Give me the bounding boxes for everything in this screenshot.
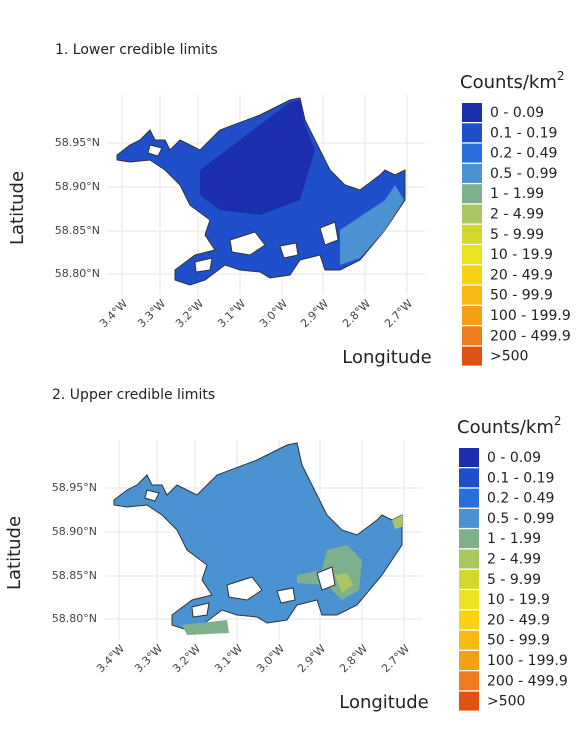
y-tick-label: 58.95°N <box>55 136 100 149</box>
legend-swatch <box>462 306 482 325</box>
legend-label: 0.1 - 0.19 <box>487 470 554 486</box>
legend-label: 100 - 199.9 <box>490 308 571 324</box>
legend-title-sup: 2 <box>554 414 562 428</box>
legend-label: 20 - 49.9 <box>490 267 553 283</box>
legend-label: 2 - 4.99 <box>490 207 544 223</box>
legend-label: 0.2 - 0.49 <box>487 491 554 507</box>
x-tick-label: 3.3°W <box>132 642 165 675</box>
x-tick-label: 3.1°W <box>212 642 245 675</box>
legend-swatch <box>459 651 479 670</box>
legend-label: >500 <box>487 694 525 710</box>
panel-title: 1. Lower credible limits <box>55 42 218 58</box>
legend-label: 200 - 499.9 <box>487 673 568 689</box>
y-tick-label: 58.90°N <box>52 525 97 538</box>
x-tick-label: 3.3°W <box>135 297 168 330</box>
legend-swatch <box>462 123 482 143</box>
legend-swatch <box>462 143 482 163</box>
y-tick-label: 58.85°N <box>52 569 97 582</box>
legend-title: Counts/km2 <box>457 414 562 439</box>
legend-swatch <box>459 448 479 467</box>
legend-title: Counts/km2 <box>460 69 565 94</box>
legend-title-sup: 2 <box>557 69 565 83</box>
y-axis-label: Latitude <box>7 171 28 245</box>
region <box>340 185 404 265</box>
legend-label: 100 - 199.9 <box>487 653 568 669</box>
legend-label: 5 - 9.99 <box>487 572 541 588</box>
legend-swatch <box>459 569 479 589</box>
y-tick-label: 58.90°N <box>55 180 100 193</box>
legend-swatch <box>459 488 479 508</box>
legend-label: 0.5 - 0.99 <box>490 166 557 182</box>
legend-swatch <box>462 163 482 183</box>
legend-swatch <box>462 285 482 305</box>
legend-swatch <box>459 610 479 630</box>
x-tick-label: 3.0°W <box>257 297 290 330</box>
x-tick-label: 3.4°W <box>94 642 127 675</box>
legend-swatch <box>459 508 479 528</box>
legend-label: 0 - 0.09 <box>490 105 544 121</box>
x-tick-label: 3.2°W <box>173 297 206 330</box>
legend-swatch <box>462 204 482 224</box>
legend-swatch <box>459 549 479 569</box>
region <box>392 515 402 529</box>
legend-swatch <box>462 265 482 285</box>
legend-label: 0 - 0.09 <box>487 450 541 466</box>
y-axis-label: Latitude <box>4 516 25 590</box>
legend-label: 2 - 4.99 <box>487 552 541 568</box>
y-tick-label: 58.85°N <box>55 224 100 237</box>
legend-label: 0.2 - 0.49 <box>490 146 557 162</box>
y-tick-label: 58.80°N <box>55 267 100 280</box>
legend-swatch <box>459 630 479 650</box>
region <box>200 100 315 215</box>
legend-swatch <box>459 529 479 549</box>
legend-label: 20 - 49.9 <box>487 612 550 628</box>
legend-swatch <box>462 103 482 122</box>
legend-label: >500 <box>490 349 528 365</box>
x-tick-label: 2.8°W <box>340 297 373 330</box>
panel: 2. Upper credible limits 58.95°N 58.90°N 58… <box>4 387 568 713</box>
legend-label: 10 - 19.9 <box>487 592 550 608</box>
x-axis-label: Longitude <box>342 347 432 368</box>
legend-swatch <box>459 671 479 691</box>
x-tick-label: 3.0°W <box>254 642 287 675</box>
region <box>335 573 353 593</box>
y-tick-label: 58.80°N <box>52 612 97 625</box>
panel-title: 2. Upper credible limits <box>52 387 215 403</box>
legend-label: 0.5 - 0.99 <box>487 511 554 527</box>
x-tick-label: 2.7°W <box>379 642 412 675</box>
legend-swatch <box>462 326 482 346</box>
legend-label: 200 - 499.9 <box>490 328 571 344</box>
legend-label: 0.1 - 0.19 <box>490 125 557 141</box>
legend-swatch <box>459 590 479 610</box>
legend-swatch <box>459 691 479 711</box>
legend-label: 1 - 1.99 <box>487 531 541 547</box>
legend-label: 1 - 1.99 <box>490 186 544 202</box>
x-tick-label: 2.9°W <box>298 297 331 330</box>
region <box>182 620 229 635</box>
legend-label: 5 - 9.99 <box>490 227 544 243</box>
legend-label: 50 - 99.9 <box>487 633 550 649</box>
x-tick-label: 2.8°W <box>337 642 370 675</box>
x-tick-label: 3.1°W <box>215 297 248 330</box>
legend-label: 10 - 19.9 <box>490 247 553 263</box>
legend-label: 50 - 99.9 <box>490 288 553 304</box>
y-tick-label: 58.95°N <box>52 481 97 494</box>
x-tick-label: 3.2°W <box>170 642 203 675</box>
x-axis-label: Longitude <box>339 692 429 713</box>
x-tick-label: 2.7°W <box>382 297 415 330</box>
legend-swatch <box>462 346 482 366</box>
legend-swatch <box>462 224 482 244</box>
panel: 1. Lower credible limits 58.95°N 58.90°N 58… <box>7 42 571 368</box>
legend-swatch <box>462 245 482 265</box>
legend-swatch <box>459 468 479 488</box>
x-tick-label: 3.4°W <box>97 297 130 330</box>
x-tick-label: 2.9°W <box>295 642 328 675</box>
legend-swatch <box>462 184 482 204</box>
